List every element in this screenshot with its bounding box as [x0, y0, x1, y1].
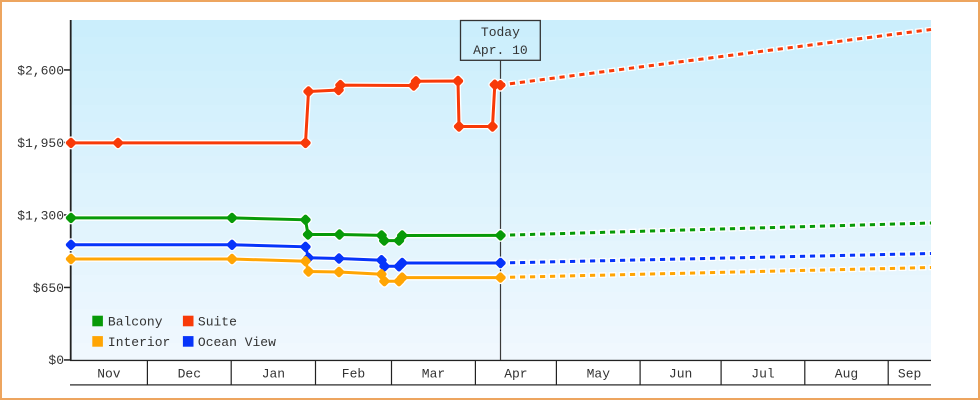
svg-text:Ocean View: Ocean View	[198, 335, 276, 350]
svg-text:$1,950: $1,950	[17, 136, 64, 151]
svg-text:Sep: Sep	[898, 367, 921, 382]
svg-text:Today: Today	[481, 25, 520, 40]
svg-text:Apr: Apr	[504, 367, 527, 382]
svg-text:Suite: Suite	[198, 315, 237, 330]
svg-text:Apr. 10: Apr. 10	[473, 43, 528, 58]
svg-text:Balcony: Balcony	[108, 315, 163, 330]
svg-text:$650: $650	[33, 281, 64, 296]
svg-text:Feb: Feb	[342, 367, 365, 382]
svg-text:Aug: Aug	[835, 367, 858, 382]
svg-text:Jan: Jan	[262, 367, 285, 382]
svg-text:$0: $0	[48, 353, 64, 368]
svg-text:Mar: Mar	[422, 367, 445, 382]
svg-text:Dec: Dec	[178, 367, 201, 382]
svg-text:May: May	[587, 367, 611, 382]
svg-text:$1,300: $1,300	[17, 209, 64, 224]
svg-text:$2,600: $2,600	[17, 64, 64, 79]
svg-text:Jul: Jul	[751, 367, 775, 382]
svg-text:Jun: Jun	[669, 367, 692, 382]
svg-text:Interior: Interior	[108, 335, 170, 350]
svg-text:Nov: Nov	[97, 367, 121, 382]
